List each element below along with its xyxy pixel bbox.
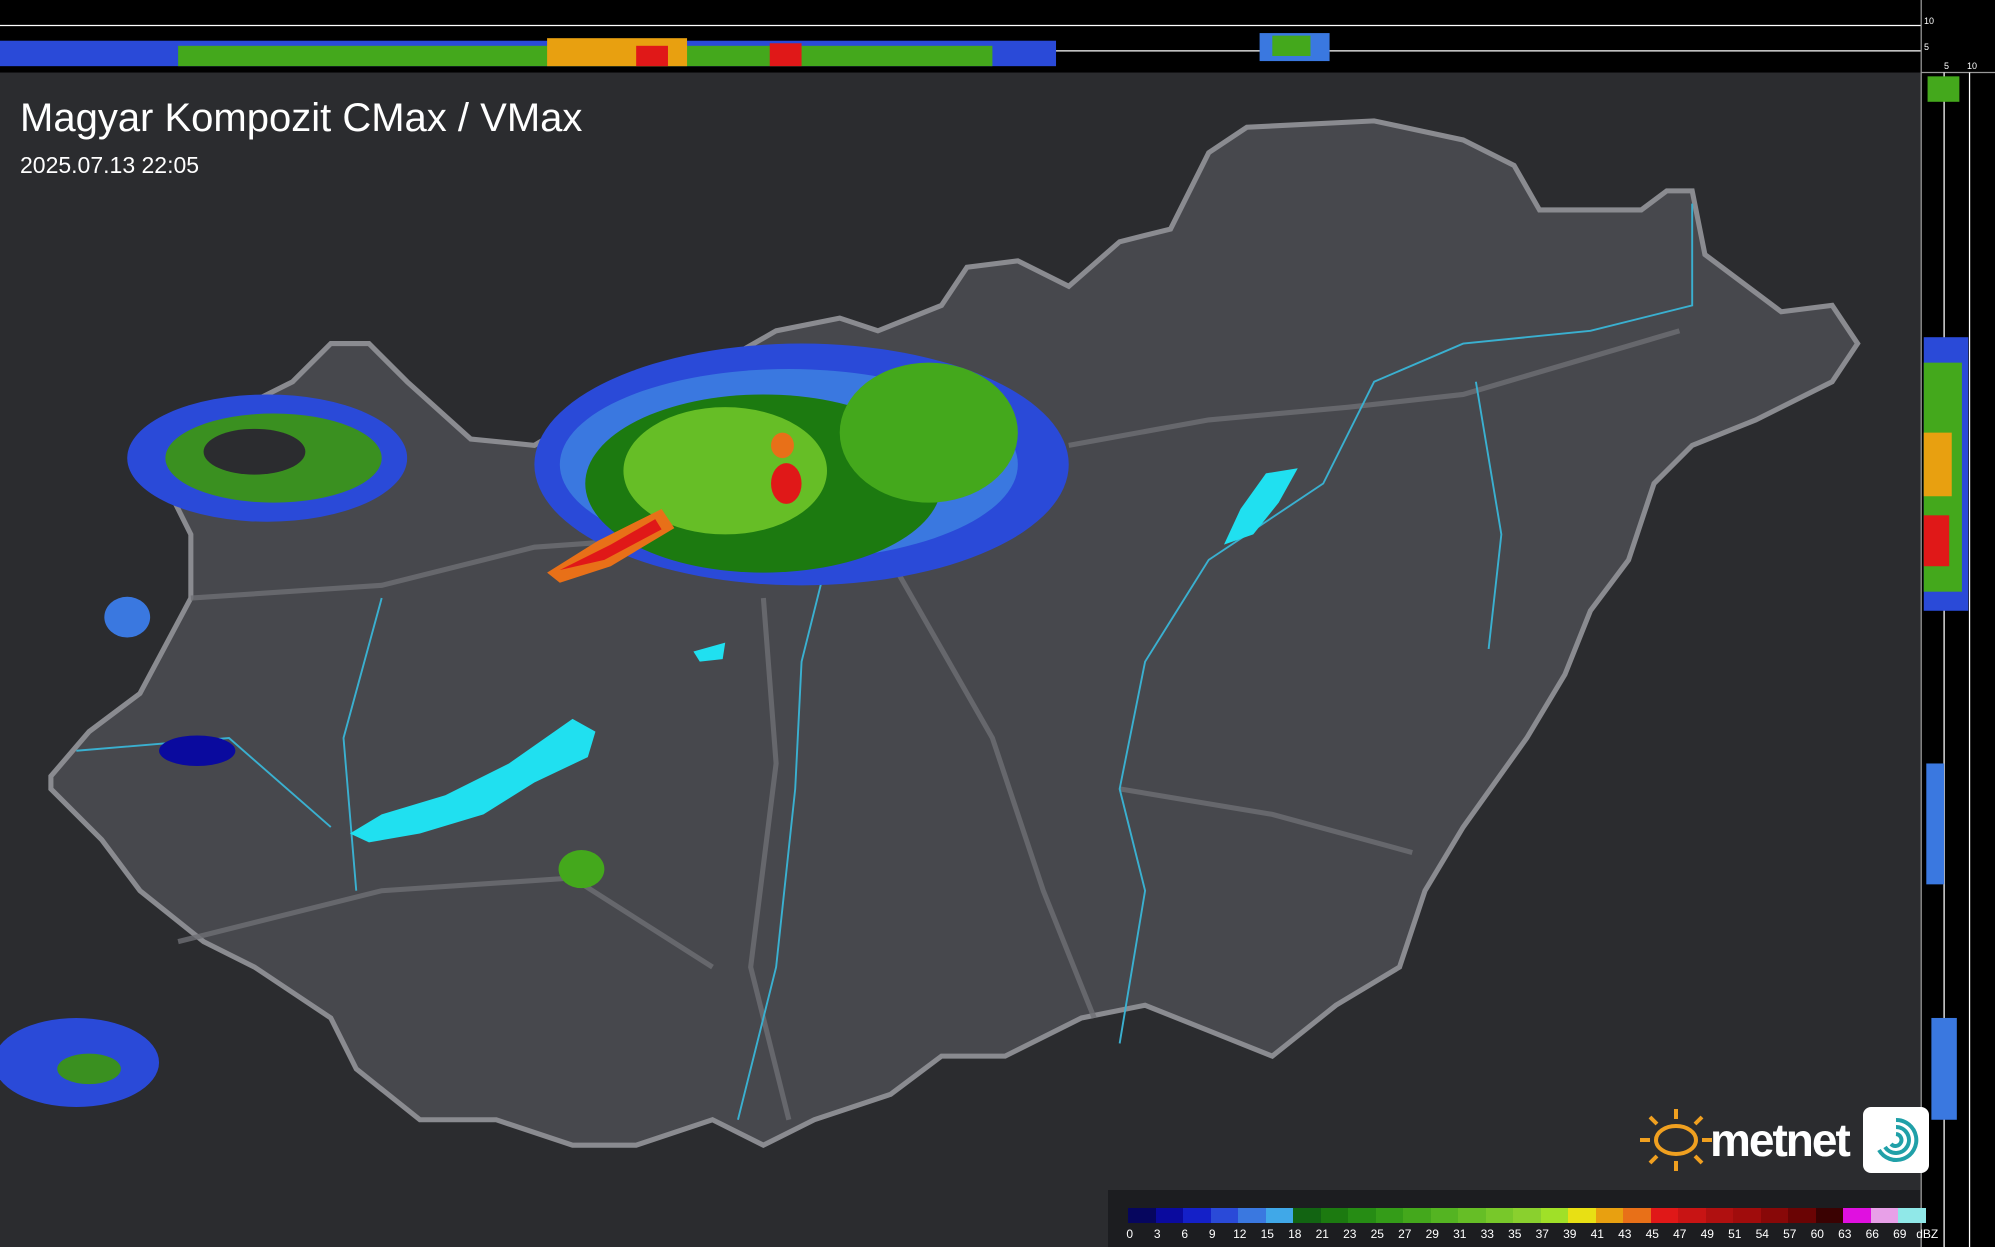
top-scale-tick-5: 5 [1924,42,1930,52]
map-title: Magyar Kompozit CMax / VMax [20,96,583,140]
top-scale-tick-10: 10 [1924,16,1935,26]
legend-label: 35 [1508,1227,1522,1241]
lake-tisza [1223,468,1298,545]
legend-color-bar [1128,1208,1926,1223]
legend-label: 41 [1590,1227,1604,1241]
legend-label: 9 [1208,1227,1216,1241]
legend-label: 3 [1153,1227,1161,1241]
legend-swatch [1815,1208,1843,1223]
legend-label: 0 [1126,1227,1134,1241]
legend-swatch [1678,1208,1706,1223]
legend-swatch [1595,1208,1623,1223]
legend-label: 43 [1618,1227,1632,1241]
legend-swatch [1760,1208,1788,1223]
side-scale-tick-5: 5 [1944,61,1950,71]
hungary-outline [48,118,1861,1149]
sun-icon [1640,1109,1712,1171]
side-scale-tick-10: 10 [1967,61,1978,71]
legend-label: 54 [1755,1227,1769,1241]
legend-swatch [1238,1208,1266,1223]
legend-label: 6 [1181,1227,1189,1241]
brand-name: metnet [1710,1114,1851,1166]
radar-echoes [0,343,1069,1108]
legend-label: 47 [1673,1227,1687,1241]
rivers [76,203,1694,1120]
legend-swatch [1183,1208,1211,1223]
legend-label: 60 [1810,1227,1824,1241]
legend-swatch [1128,1208,1156,1223]
legend-swatch [1430,1208,1458,1223]
legend-swatch [1513,1208,1541,1223]
legend-label: 37 [1535,1227,1549,1241]
legend-label: 27 [1398,1227,1412,1241]
legend-labels: 0 3 6 9 12 15 18 21 23 25 27 29 31 33 35 37 39 41 43 45 47 49… [1116,1227,1941,1241]
legend-swatch [1210,1208,1238,1223]
legend-swatch [1348,1208,1376,1223]
legend-label: 15 [1260,1227,1274,1241]
legend-swatch [1485,1208,1513,1223]
legend-label: 49 [1700,1227,1714,1241]
legend-swatch [1155,1208,1183,1223]
dbz-legend: 0 3 6 9 12 15 18 21 23 25 27 29 31 33 35 37 39 41 43 45 47 49… [1108,1190,1938,1247]
legend-swatch [1293,1208,1321,1223]
legend-label: 25 [1370,1227,1384,1241]
legend-label: 33 [1480,1227,1494,1241]
legend-label: 12 [1233,1227,1247,1241]
swirl-icon [1862,1107,1929,1173]
legend-swatch [1403,1208,1431,1223]
legend-swatch [1843,1208,1871,1223]
map-timestamp: 2025.07.13 22:05 [20,152,200,178]
lakes [349,468,1298,843]
lake-balaton [349,718,596,843]
legend-swatch [1898,1208,1926,1223]
metnet-logo: metnet [1636,1105,1929,1175]
legend-label: 21 [1315,1227,1329,1241]
legend-swatch [1705,1208,1733,1223]
legend-swatch [1540,1208,1568,1223]
legend-label: 45 [1645,1227,1659,1241]
legend-swatch [1568,1208,1596,1223]
legend-label: 23 [1343,1227,1357,1241]
legend-label: 39 [1563,1227,1577,1241]
legend-swatch [1623,1208,1651,1223]
legend-label: 66 [1865,1227,1879,1241]
legend-swatch [1265,1208,1293,1223]
legend-swatch [1733,1208,1761,1223]
legend-swatch [1320,1208,1348,1223]
legend-swatch [1788,1208,1816,1223]
legend-label: 29 [1425,1227,1439,1241]
legend-label: 69 [1893,1227,1907,1241]
legend-label: 51 [1728,1227,1742,1241]
legend-label: 18 [1288,1227,1302,1241]
legend-label: 63 [1838,1227,1852,1241]
legend-swatch [1650,1208,1678,1223]
legend-unit: dBZ [1916,1227,1939,1241]
legend-label: 31 [1453,1227,1467,1241]
legend-label: 57 [1783,1227,1797,1241]
legend-swatch [1458,1208,1486,1223]
legend-swatch [1375,1208,1403,1223]
legend-swatch [1870,1208,1898,1223]
